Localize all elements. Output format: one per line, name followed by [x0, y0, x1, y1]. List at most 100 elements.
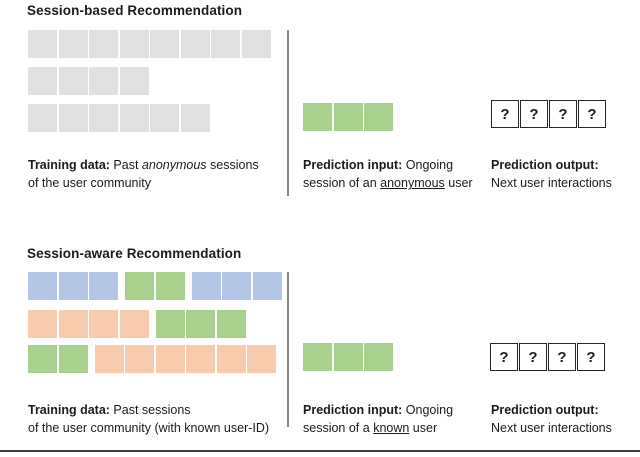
orange-session-block — [94, 345, 124, 373]
session-row — [28, 30, 271, 58]
caption-segment: Next user interactions — [491, 176, 612, 190]
session-group-gap — [150, 310, 154, 338]
session-row — [28, 67, 149, 95]
caption-segment: anonymous — [380, 176, 445, 190]
gray-session-block — [58, 104, 88, 132]
caption-segment: known — [373, 421, 410, 435]
gray-session-block — [119, 104, 149, 132]
orange-session-block — [155, 345, 185, 373]
prediction-input-row — [303, 103, 393, 131]
question-box: ? — [520, 100, 548, 128]
bottom-rule — [0, 450, 640, 452]
orange-session-block — [125, 345, 154, 373]
gray-session-block — [89, 67, 118, 95]
prediction-output-row: ???? — [490, 343, 605, 371]
question-box: ? — [548, 343, 576, 371]
orange-session-block — [247, 345, 276, 373]
gray-session-block — [150, 104, 179, 132]
green-session-block — [28, 345, 57, 373]
orange-session-block — [28, 310, 57, 338]
orange-session-block — [89, 310, 118, 338]
caption-segment: Prediction output: — [491, 403, 599, 417]
prediction-output-caption: Prediction output: Next user interactions — [491, 156, 612, 192]
green-session-block — [364, 343, 393, 371]
session-row — [28, 272, 282, 300]
prediction-output-row: ???? — [491, 100, 606, 128]
question-box: ? — [519, 343, 547, 371]
session-group-gap — [120, 272, 124, 300]
caption-segment: user — [409, 421, 438, 435]
caption-segment: Training data: — [28, 403, 110, 417]
green-session-block — [125, 272, 154, 300]
orange-session-block — [119, 310, 149, 338]
orange-session-block — [186, 345, 215, 373]
blue-session-block — [222, 272, 251, 300]
caption-segment: Past — [109, 158, 142, 172]
caption-segment: Next user interactions — [491, 421, 612, 435]
gray-session-block — [89, 104, 118, 132]
gray-session-block — [180, 30, 210, 58]
prediction-input-caption: Prediction input: Ongoing session of a kn… — [303, 401, 453, 437]
caption-segment: anonymous — [141, 158, 207, 172]
section-title-session-based: Session-based Recommendation — [27, 3, 243, 18]
green-session-block — [303, 103, 332, 131]
green-session-block — [155, 272, 185, 300]
training-caption: Training data: Past anonymous sessions of… — [28, 156, 259, 192]
session-group-gap — [89, 345, 93, 373]
blue-session-block — [89, 272, 118, 300]
caption-segment: Prediction output: — [491, 158, 599, 172]
column-divider — [287, 30, 289, 196]
caption-segment: user — [444, 176, 473, 190]
column-divider — [287, 272, 289, 427]
orange-session-block — [216, 345, 246, 373]
gray-session-block — [180, 104, 210, 132]
green-session-block — [333, 103, 363, 131]
gray-session-block — [89, 30, 118, 58]
green-session-block — [155, 310, 185, 338]
caption-segment: Ongoing — [402, 403, 454, 417]
blue-session-block — [191, 272, 221, 300]
green-session-block — [186, 310, 215, 338]
blue-session-block — [28, 272, 57, 300]
gray-session-block — [150, 30, 179, 58]
question-box: ? — [577, 343, 605, 371]
gray-session-block — [28, 104, 57, 132]
caption-segment: session of a — [303, 421, 374, 435]
caption-segment: Ongoing — [402, 158, 454, 172]
question-box: ? — [491, 100, 519, 128]
green-session-block — [303, 343, 332, 371]
gray-session-block — [211, 30, 240, 58]
session-group-gap — [186, 272, 190, 300]
gray-session-block — [119, 30, 149, 58]
prediction-output-caption: Prediction output: Next user interactions — [491, 401, 612, 437]
caption-segment: Prediction input: — [303, 158, 403, 172]
caption-segment: of the user community (with known user-I… — [28, 421, 270, 435]
gray-session-block — [28, 30, 57, 58]
green-session-block — [364, 103, 393, 131]
caption-segment: sessions — [206, 158, 259, 172]
session-row — [28, 104, 210, 132]
caption-segment: Training data: — [28, 158, 110, 172]
session-row — [28, 310, 246, 338]
question-box: ? — [549, 100, 577, 128]
caption-segment: session of an — [303, 176, 381, 190]
gray-session-block — [241, 30, 271, 58]
gray-session-block — [119, 67, 149, 95]
gray-session-block — [28, 67, 57, 95]
gray-session-block — [58, 67, 88, 95]
orange-session-block — [58, 310, 88, 338]
question-box: ? — [578, 100, 606, 128]
prediction-input-row — [303, 343, 393, 371]
training-caption: Training data: Past sessions of the user … — [28, 401, 269, 437]
prediction-input-caption: Prediction input: Ongoing session of an a… — [303, 156, 473, 192]
caption-segment: of the user community — [28, 176, 151, 190]
green-session-block — [216, 310, 246, 338]
gray-session-block — [58, 30, 88, 58]
blue-session-block — [252, 272, 282, 300]
question-box: ? — [490, 343, 518, 371]
session-row — [28, 345, 276, 373]
green-session-block — [333, 343, 363, 371]
green-session-block — [58, 345, 88, 373]
caption-segment: Past sessions — [109, 403, 191, 417]
